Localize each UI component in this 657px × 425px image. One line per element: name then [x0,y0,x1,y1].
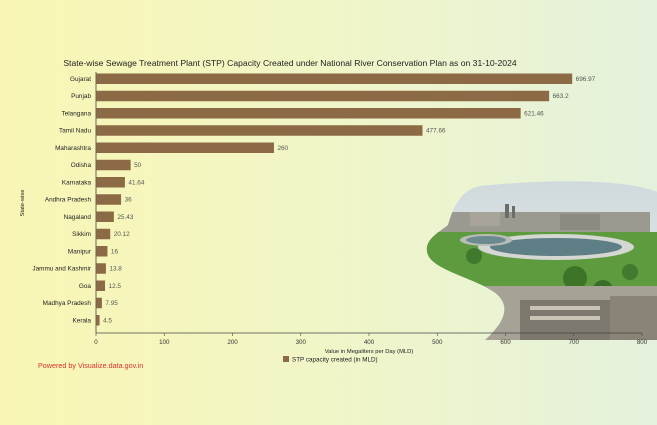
x-tick-label: 200 [227,339,238,346]
bar[interactable] [96,263,106,274]
x-tick-label: 700 [569,339,580,346]
value-label: 12.5 [109,283,122,290]
chart-title: State-wise Sewage Treatment Plant (STP) … [63,58,517,68]
value-label: 13.8 [109,266,122,273]
value-label: 50 [134,162,142,169]
category-label: Goa [79,283,92,290]
x-tick-label: 600 [500,339,511,346]
value-label: 696.97 [576,76,596,83]
legend-swatch [283,356,289,362]
value-label: 477.66 [426,128,446,135]
bar[interactable] [96,315,100,326]
legend-label: STP capacity created (in MLD) [292,357,378,364]
value-label: 260 [277,145,288,152]
bar[interactable] [96,297,102,309]
bar[interactable] [96,280,106,292]
bar[interactable] [96,108,521,119]
bar[interactable] [96,90,550,102]
x-tick-label: 500 [432,339,443,346]
value-label: 16 [111,248,119,255]
value-label: 20.12 [114,231,130,238]
category-label: Punjab [71,93,91,100]
x-tick-label: 100 [159,339,170,346]
bar[interactable] [96,73,573,85]
category-label: Nagaland [64,214,92,221]
value-label: 663.2 [553,93,569,100]
x-tick-label: 0 [94,339,98,346]
value-label: 4.5 [103,317,112,324]
value-label: 7.95 [105,300,118,307]
x-tick-label: 300 [296,339,307,346]
bar[interactable] [96,142,274,154]
x-tick-label: 400 [364,339,375,346]
bar[interactable] [96,159,131,171]
y-axis-label: State-wise [20,189,26,216]
category-label: Jammu and Kashmir [32,266,91,273]
category-label: Telangana [62,110,92,117]
category-labels: Gujarat Punjab Telangana Tamil Nadu Maharash… [32,76,91,325]
category-label: Sikkim [72,231,91,238]
category-label: Andhra Pradesh [45,197,92,204]
category-label: Karnataka [62,179,92,186]
x-tick-labels: 0 100 200 300 400 500 600 700 800 [94,333,648,346]
value-label: 25.43 [117,214,133,221]
value-label: 621.46 [524,110,544,117]
bars-group [96,73,573,326]
category-label: Kerala [73,317,92,324]
bar[interactable] [96,177,125,188]
bar[interactable] [96,246,108,257]
category-label: Madhya Pradesh [43,300,92,307]
x-axis-label: Value in Megaliters per Day (MLD) [325,349,414,355]
value-labels: 696.97 663.2 621.46 477.66 260 50 41.64 36 25.43… [103,76,596,325]
value-label: 36 [125,197,133,204]
legend: STP capacity created (in MLD) [283,356,378,364]
x-tick-label: 800 [637,339,648,346]
powered-by-link[interactable]: Powered by Visualize.data.gov.in [38,361,144,370]
category-label: Tamil Nadu [59,128,91,135]
category-label: Odisha [71,162,92,169]
sewage-treatment-plant-photo [426,181,657,340]
category-label: Gujarat [70,76,91,83]
category-label: Manipur [68,248,92,255]
value-label: 41.64 [128,179,144,186]
bar[interactable] [96,211,114,223]
bar[interactable] [96,125,423,136]
bar[interactable] [96,228,111,240]
category-label: Maharashtra [55,145,91,152]
bar[interactable] [96,194,122,205]
